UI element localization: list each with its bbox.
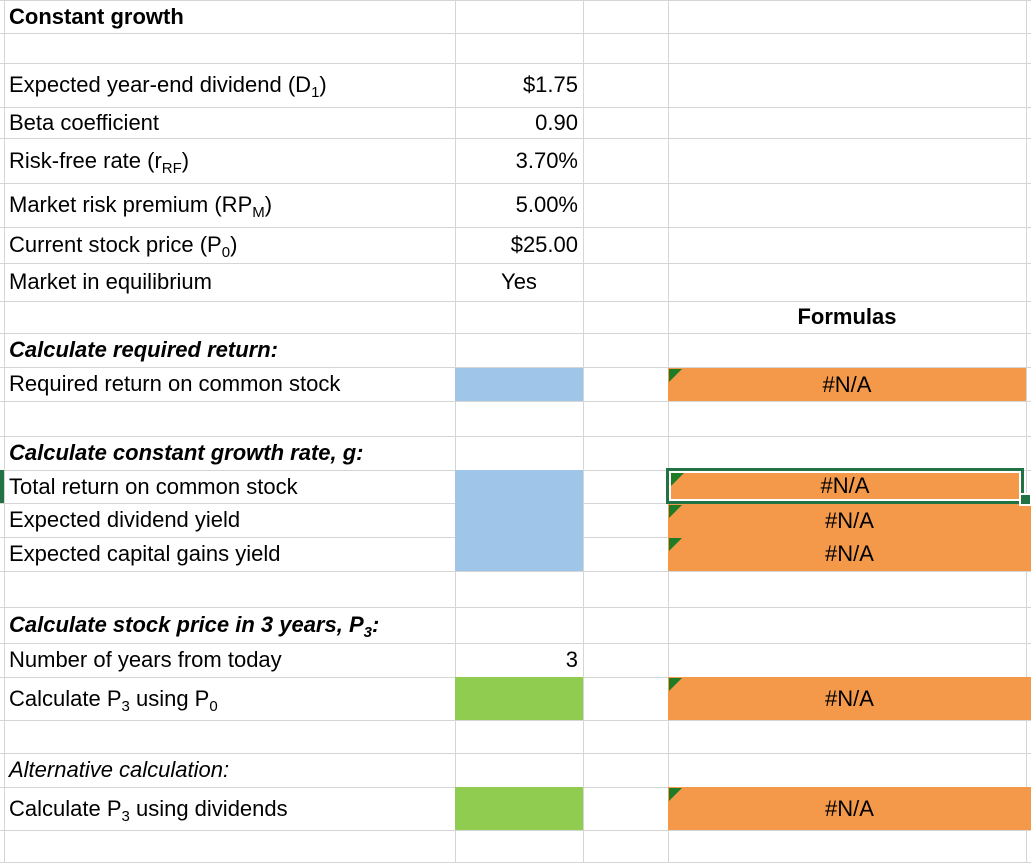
section-required-return[interactable]: Calculate required return: [9,337,278,362]
required-return-input-cell[interactable] [455,368,583,401]
error-triangle-icon [669,505,682,518]
cell-p3-from-dividends-label[interactable]: Calculate P3 using dividends [9,796,288,825]
growth-rate-input-cells[interactable] [455,470,583,571]
cell-risk-free-label[interactable]: Risk-free rate (rRF) [9,148,190,177]
capital-gains-formula-cell[interactable] [668,537,1031,571]
cell-years-label[interactable]: Number of years from today [9,647,282,672]
total-return-formula-value: #N/A [820,473,870,498]
p3-from-dividends-input-cell[interactable] [455,787,583,830]
error-triangle-icon [669,788,682,801]
cell-total-return-label[interactable]: Total return on common stock [9,474,298,499]
cell-dividend-value[interactable]: $1.75 [522,72,578,97]
error-triangle-icon [669,538,682,551]
cell-equilibrium-value[interactable]: Yes [501,269,537,294]
cell-required-return-label[interactable]: Required return on common stock [9,371,341,396]
cell-capital-gains-label[interactable]: Expected capital gains yield [9,541,281,566]
selected-row-indicator [0,470,4,503]
section-growth-rate[interactable]: Calculate constant growth rate, g: [9,440,364,465]
dividend-yield-formula-cell[interactable] [668,504,1031,537]
p3-from-dividends-formula-cell[interactable] [668,787,1031,830]
p3-from-p0-input-cell[interactable] [455,677,583,720]
error-triangle-icon [669,678,682,691]
required-return-formula-value[interactable]: #N/A [822,372,872,397]
dividend-yield-formula-value[interactable]: #N/A [825,508,874,533]
capital-gains-formula-value[interactable]: #N/A [825,541,874,566]
p3-from-p0-formula-cell[interactable] [668,677,1031,720]
cell-p3-from-p0-label[interactable]: Calculate P3 using P0 [9,686,218,715]
cell-market-premium-value[interactable]: 5.00% [515,192,578,217]
cell-years-value[interactable]: 3 [565,647,578,672]
cell-stock-price-label[interactable]: Current stock price (P0) [9,232,238,261]
cell-beta-label[interactable]: Beta coefficient [9,110,160,135]
section-alternative[interactable]: Alternative calculation: [9,757,230,782]
cell-dividend-label[interactable]: Expected year-end dividend (D1) [9,72,327,101]
sheet-title: Constant growth [9,4,184,29]
p3-from-dividends-formula-value[interactable]: #N/A [825,796,874,821]
cell-equilibrium-label[interactable]: Market in equilibrium [9,269,212,294]
cell-risk-free-value[interactable]: 3.70% [515,148,578,173]
selected-cell-fill: #N/A [671,473,1019,499]
p3-from-p0-formula-value[interactable]: #N/A [825,686,874,711]
error-triangle-icon [669,369,682,382]
cell-beta-value[interactable]: 0.90 [535,110,578,135]
required-return-formula-cell[interactable] [668,368,1026,401]
cell-stock-price-value[interactable]: $25.00 [510,232,578,257]
cell-dividend-yield-label[interactable]: Expected dividend yield [9,507,241,532]
cell-market-premium-label[interactable]: Market risk premium (RPM) [9,192,273,221]
selected-cell-total-return-formula[interactable]: #N/A [666,468,1024,504]
fill-handle[interactable] [1019,493,1031,506]
formulas-header: Formulas [797,304,897,329]
section-p3[interactable]: Calculate stock price in 3 years, P3: [9,612,380,641]
error-triangle-icon [671,473,684,486]
